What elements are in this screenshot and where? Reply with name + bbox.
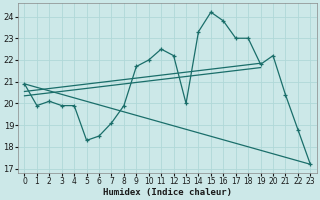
X-axis label: Humidex (Indice chaleur): Humidex (Indice chaleur)	[103, 188, 232, 197]
